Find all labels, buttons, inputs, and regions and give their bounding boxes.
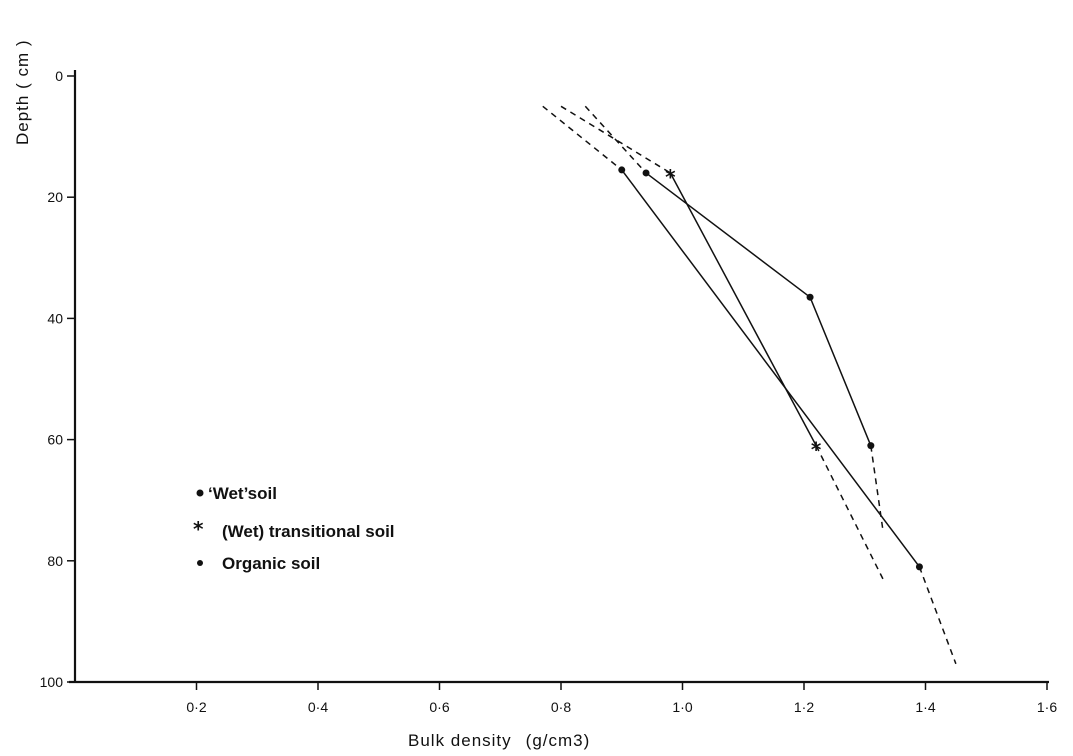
legend-item-transitional-soil: * (Wet) transitional soil xyxy=(193,517,395,541)
y-axis-title: Depth ( cm ) xyxy=(13,39,32,145)
y-tick-label: 100 xyxy=(40,674,64,690)
data-point-dot xyxy=(915,563,923,571)
data-point-dot xyxy=(806,293,814,301)
series-extrapolation-0 xyxy=(584,105,647,174)
y-tick-label: 20 xyxy=(47,189,63,205)
legend-marker-dot xyxy=(196,489,204,497)
x-tick-label: 0·8 xyxy=(551,699,571,715)
data-point-star: * xyxy=(665,165,676,189)
y-tick-label: 80 xyxy=(47,553,63,569)
series-lines xyxy=(542,105,957,665)
x-axis-ticks: 0·2 0·4 0·6 0·8 1·0 1·2 1·4 1·6 xyxy=(186,682,1057,715)
x-tick-label: 0·6 xyxy=(429,699,449,715)
data-point-star: * xyxy=(811,438,822,462)
legend-label: (Wet) transitional soil xyxy=(222,522,395,541)
x-tick-label: 0·2 xyxy=(186,699,206,715)
x-tick-label: 1·4 xyxy=(915,699,935,715)
x-tick-label: 1·2 xyxy=(794,699,814,715)
legend-label: ‘Wet’soil xyxy=(208,484,277,503)
legend-label: Organic soil xyxy=(222,554,320,573)
y-tick-label: 0 xyxy=(55,68,63,84)
series-extrapolation-2 xyxy=(918,566,957,665)
data-point-dot xyxy=(642,169,650,177)
axes xyxy=(69,70,1049,684)
series-extrapolation-0 xyxy=(870,445,884,531)
series-line-1 xyxy=(669,172,817,447)
series-line-0 xyxy=(645,172,872,446)
legend-marker-star: * xyxy=(193,517,204,541)
series-markers: ** xyxy=(618,165,923,571)
series-extrapolation-2 xyxy=(542,105,623,171)
legend-item-organic-soil: Organic soil xyxy=(197,554,320,573)
x-tick-label: 1·0 xyxy=(672,699,692,715)
y-axis-ticks: 0 20 40 60 80 100 xyxy=(40,68,75,690)
data-point-dot xyxy=(867,442,875,450)
legend-item-wet-soil: ‘Wet’soil xyxy=(196,484,277,503)
x-tick-label: 0·4 xyxy=(308,699,328,715)
y-tick-label: 40 xyxy=(47,310,63,326)
x-axis-title: Bulk density (g/cm3) xyxy=(408,731,590,750)
legend-marker-dot xyxy=(197,560,203,566)
data-point-dot xyxy=(618,166,626,174)
legend: ‘Wet’soil * (Wet) transitional soil Orga… xyxy=(193,484,395,573)
x-tick-label: 1·6 xyxy=(1037,699,1057,715)
series-extrapolation-1 xyxy=(815,445,884,580)
series-line-2 xyxy=(621,169,921,568)
y-tick-label: 60 xyxy=(47,432,63,448)
